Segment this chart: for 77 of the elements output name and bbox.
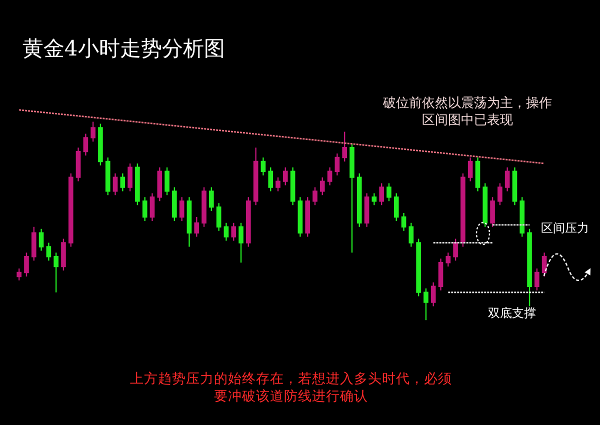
- candlestick: [31, 226, 36, 262]
- chart-title: 黄金4小时走势分析图: [22, 36, 225, 60]
- candlestick: [512, 166, 518, 206]
- candlestick: [342, 131, 347, 162]
- candlestick: [98, 123, 103, 166]
- candlestick: [504, 166, 510, 192]
- candlestick: [364, 192, 370, 228]
- candlestick: [327, 166, 332, 186]
- candlestick: [416, 238, 421, 297]
- candlestick: [372, 192, 377, 206]
- candlestick: [534, 268, 540, 291]
- candlestick: [216, 202, 222, 232]
- candlestick: [290, 166, 296, 206]
- candlestick: [253, 146, 258, 206]
- candlestick: [394, 192, 399, 222]
- candlestick: [298, 196, 303, 238]
- candlestick: [527, 228, 532, 307]
- candlestick: [408, 222, 414, 248]
- candlestick: [172, 186, 177, 222]
- candlestick: [83, 133, 88, 156]
- candlestick: [334, 152, 340, 176]
- annotation: 区间压力: [541, 221, 589, 235]
- candlestick: [142, 196, 148, 222]
- candlestick: [453, 238, 458, 262]
- candlestick: [179, 196, 184, 222]
- candlestick: [276, 176, 280, 192]
- candlestick: [482, 182, 488, 228]
- candlestick: [475, 156, 480, 192]
- candlestick: [246, 196, 251, 248]
- candlestick: [224, 222, 229, 242]
- candlestick: [157, 166, 162, 202]
- candlestick: [260, 156, 266, 176]
- candlestick: [490, 196, 495, 228]
- candlestick: [68, 172, 74, 248]
- candlestick: [460, 172, 466, 248]
- candlestick: [16, 268, 22, 282]
- candlestick: [282, 166, 288, 186]
- candlestick: [424, 288, 428, 321]
- candlestick: [542, 252, 547, 278]
- candlestick: [268, 166, 274, 192]
- candlestick: [202, 186, 206, 228]
- candlestick: [379, 182, 384, 206]
- candlestick: [135, 162, 140, 206]
- candlestick: [468, 156, 473, 182]
- candlestick: [401, 212, 406, 232]
- candlestick: [150, 192, 155, 222]
- candlestick: [120, 172, 126, 192]
- candlestick: [76, 146, 81, 182]
- candlestick: [24, 252, 29, 278]
- candlestick: [305, 196, 310, 238]
- candlestick: [438, 258, 444, 291]
- annotation: 双底支撑: [488, 306, 536, 320]
- candlestick: [128, 162, 132, 192]
- candlestick: [90, 121, 96, 142]
- candlestick: [446, 252, 451, 268]
- candlestick: [209, 186, 214, 212]
- candlestick: [238, 222, 244, 264]
- candlestick: [112, 172, 118, 196]
- candlestick: [356, 172, 362, 228]
- candlestick: [186, 196, 192, 248]
- candlestick: [312, 186, 318, 206]
- candlestick: [194, 216, 200, 238]
- candlestick: [46, 242, 52, 262]
- candlestick: [430, 282, 436, 307]
- candlestick: [164, 166, 170, 196]
- candlestick: [231, 222, 236, 242]
- candlestick: [54, 252, 58, 293]
- candlestick: [520, 196, 525, 238]
- candlestick: [498, 182, 502, 206]
- candlestick: [350, 143, 354, 254]
- text: 上方趋势压力的始终存在，若想进入多头时代，必须要冲破该道防线进行确认: [130, 371, 452, 405]
- candlestick: [386, 182, 392, 202]
- candlestick: [38, 228, 44, 252]
- candlestick: [61, 238, 66, 272]
- annotation: 破位前依然以震荡为主，操作区间图中已表现: [382, 95, 552, 128]
- candlestick: [320, 176, 325, 196]
- candlestick: [105, 156, 110, 196]
